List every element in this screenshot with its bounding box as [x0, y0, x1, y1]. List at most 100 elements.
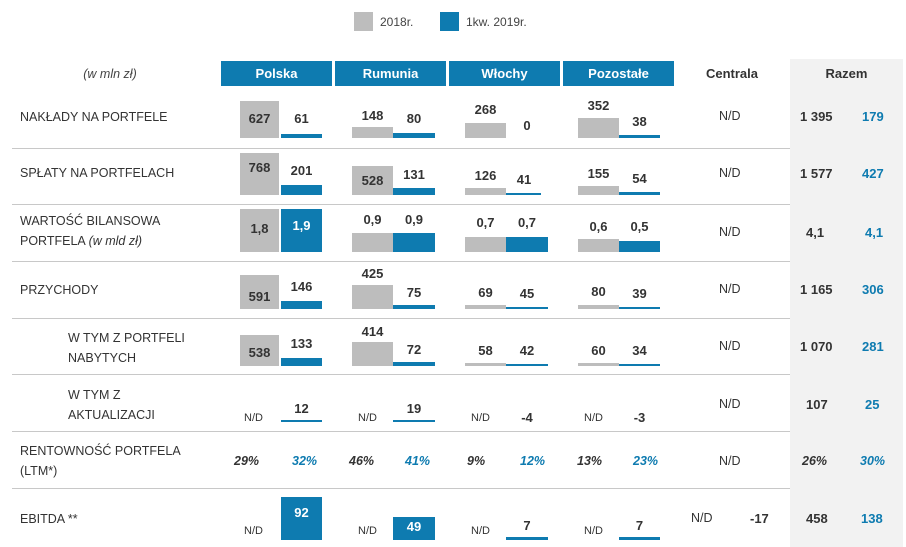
value-ebitda-pozostale-q1: 7 — [635, 518, 644, 533]
value-rentownosc-polska-2018: 29% — [234, 454, 260, 468]
bar-ebitda-polska-q1 — [281, 497, 322, 540]
row-label-rentownosc: RENTOWNOŚĆ PORTFELA (LTM*) — [20, 441, 181, 481]
bar-przychody-pozostale-2018 — [578, 305, 619, 309]
bar-ebitda-wlochy-q1 — [506, 537, 548, 540]
value-naklady-rumunia-2018: 148 — [361, 108, 384, 123]
unit-label: (w mln zł) — [83, 67, 137, 81]
row-divider — [12, 148, 790, 149]
total-wartosc-q1: 4,1 — [865, 225, 884, 240]
value-aktualizacja-wlochy-2018: N/D — [471, 412, 490, 424]
value-splaty-centrala: N/D — [719, 166, 741, 180]
value-nabyte-polska-q1: 133 — [290, 336, 313, 351]
value-splaty-wlochy-2018: 126 — [474, 168, 497, 183]
row-label-splaty: SPŁATY NA PORTFELACH — [20, 166, 175, 180]
legend-label-2018: 2018r. — [380, 15, 414, 29]
value-przychody-pozostale-q1: 39 — [632, 286, 647, 301]
total-splaty-q1: 427 — [862, 166, 884, 181]
bar-przychody-rumunia-q1 — [393, 305, 435, 309]
total-ebitda-q1: 138 — [861, 511, 883, 526]
value-wartosc-polska-2018: 1,8 — [250, 221, 269, 236]
legend-swatch-2018 — [354, 12, 373, 31]
row-label-rentownosc-line1: RENTOWNOŚĆ PORTFELA — [20, 444, 181, 458]
bar-wartosc-polska-q1 — [281, 209, 322, 252]
value-ebitda-rumunia-2018: N/D — [358, 525, 377, 537]
row-label-wartosc-line1: WARTOŚĆ BILANSOWA — [20, 214, 161, 228]
row-divider — [12, 204, 790, 205]
value-splaty-polska-2018: 768 — [248, 160, 271, 175]
value-ebitda-centrala-2018: N/D — [691, 511, 713, 525]
bar-wartosc-polska-2018 — [240, 209, 279, 252]
value-przychody-wlochy-2018: 69 — [478, 285, 493, 300]
value-przychody-pozostale-2018: 80 — [591, 284, 606, 299]
header-rumunia: Rumunia — [335, 61, 446, 86]
value-splaty-pozostale-2018: 155 — [587, 166, 610, 181]
value-rentownosc-wlochy-2018: 9% — [467, 454, 486, 468]
value-rentownosc-rumunia-2018: 46% — [349, 454, 375, 468]
bar-splaty-rumunia-q1 — [393, 188, 435, 195]
row-divider — [12, 318, 790, 319]
bar-ebitda-rumunia-q1 — [393, 517, 435, 540]
bar-wartosc-pozostale-2018 — [578, 239, 619, 252]
bar-splaty-wlochy-2018 — [465, 188, 506, 195]
value-naklady-polska-q1: 61 — [294, 111, 309, 126]
value-przychody-centrala: N/D — [719, 282, 741, 296]
bar-naklady-polska-2018 — [240, 101, 279, 138]
bar-nabyte-rumunia-q1 — [393, 362, 435, 366]
bar-nabyte-wlochy-2018 — [465, 363, 506, 366]
total-rentownosc-2018: 26% — [802, 454, 828, 468]
row-label-aktualizacja-line2: AKTUALIZACJI — [68, 408, 155, 422]
value-nabyte-wlochy-q1: 42 — [519, 343, 535, 358]
bar-wartosc-wlochy-2018 — [465, 237, 506, 252]
bar-nabyte-rumunia-2018 — [352, 342, 393, 366]
header-polska: Polska — [221, 61, 332, 86]
value-nabyte-pozostale-q1: 34 — [632, 343, 647, 358]
row-label-aktualizacja: W TYM Z AKTUALIZACJI — [68, 385, 155, 425]
row-label-wartosc-line2: PORTFELA — [20, 234, 86, 248]
value-rentownosc-polska-q1: 32% — [292, 454, 318, 468]
total-nabyte-q1: 281 — [862, 339, 884, 354]
value-naklady-pozostale-2018: 352 — [587, 98, 610, 113]
total-aktualizacja-2018: 107 — [806, 397, 828, 412]
value-splaty-polska-q1: 201 — [290, 163, 313, 178]
value-rentownosc-rumunia-q1: 41% — [405, 454, 431, 468]
total-rentownosc-q1: 30% — [860, 454, 886, 468]
value-wartosc-wlochy-q1: 0,7 — [517, 215, 537, 230]
bar-nabyte-pozostale-2018 — [578, 363, 619, 366]
bar-przychody-polska-q1 — [281, 301, 322, 309]
bar-splaty-rumunia-2018 — [352, 166, 393, 195]
total-naklady-q1: 179 — [862, 109, 884, 124]
bar-splaty-pozostale-q1 — [619, 192, 660, 195]
total-naklady-2018: 1 395 — [800, 109, 833, 124]
value-ebitda-wlochy-2018: N/D — [471, 525, 490, 537]
value-wartosc-rumunia-q1: 0,9 — [404, 212, 424, 227]
value-aktualizacja-polska-q1: 12 — [294, 401, 309, 416]
bar-przychody-rumunia-2018 — [352, 285, 393, 309]
total-przychody-2018: 1 165 — [800, 282, 833, 297]
bar-nabyte-wlochy-q1 — [506, 364, 548, 366]
value-naklady-centrala: N/D — [719, 109, 741, 123]
bar-splaty-wlochy-q1 — [506, 193, 541, 195]
bar-naklady-pozostale-2018 — [578, 118, 619, 138]
value-ebitda-polska-q1: 92 — [294, 505, 309, 520]
value-splaty-wlochy-q1: 41 — [516, 172, 532, 187]
value-naklady-rumunia-q1: 80 — [406, 111, 422, 126]
value-przychody-polska-2018: 591 — [248, 289, 271, 304]
bar-naklady-polska-q1 — [281, 134, 322, 138]
value-splaty-pozostale-q1: 54 — [632, 171, 647, 186]
bar-wartosc-rumunia-q1 — [393, 233, 435, 252]
razem-column-background — [790, 59, 903, 547]
value-ebitda-centrala-q1: -17 — [750, 511, 769, 526]
row-divider — [12, 431, 790, 432]
value-aktualizacja-rumunia-2018: N/D — [358, 412, 377, 424]
value-naklady-wlochy-q1: 0 — [523, 118, 531, 133]
header-razem: Razem — [825, 66, 868, 81]
bar-splaty-polska-2018 — [240, 153, 279, 195]
row-divider — [12, 261, 790, 262]
value-przychody-rumunia-2018: 425 — [361, 266, 384, 281]
value-rentownosc-pozostale-q1: 23% — [633, 454, 659, 468]
total-nabyte-2018: 1 070 — [800, 339, 833, 354]
value-splaty-rumunia-q1: 131 — [403, 167, 425, 182]
total-wartosc-2018: 4,1 — [806, 225, 825, 240]
bar-naklady-wlochy-2018 — [465, 123, 506, 138]
bar-naklady-rumunia-q1 — [393, 133, 435, 138]
